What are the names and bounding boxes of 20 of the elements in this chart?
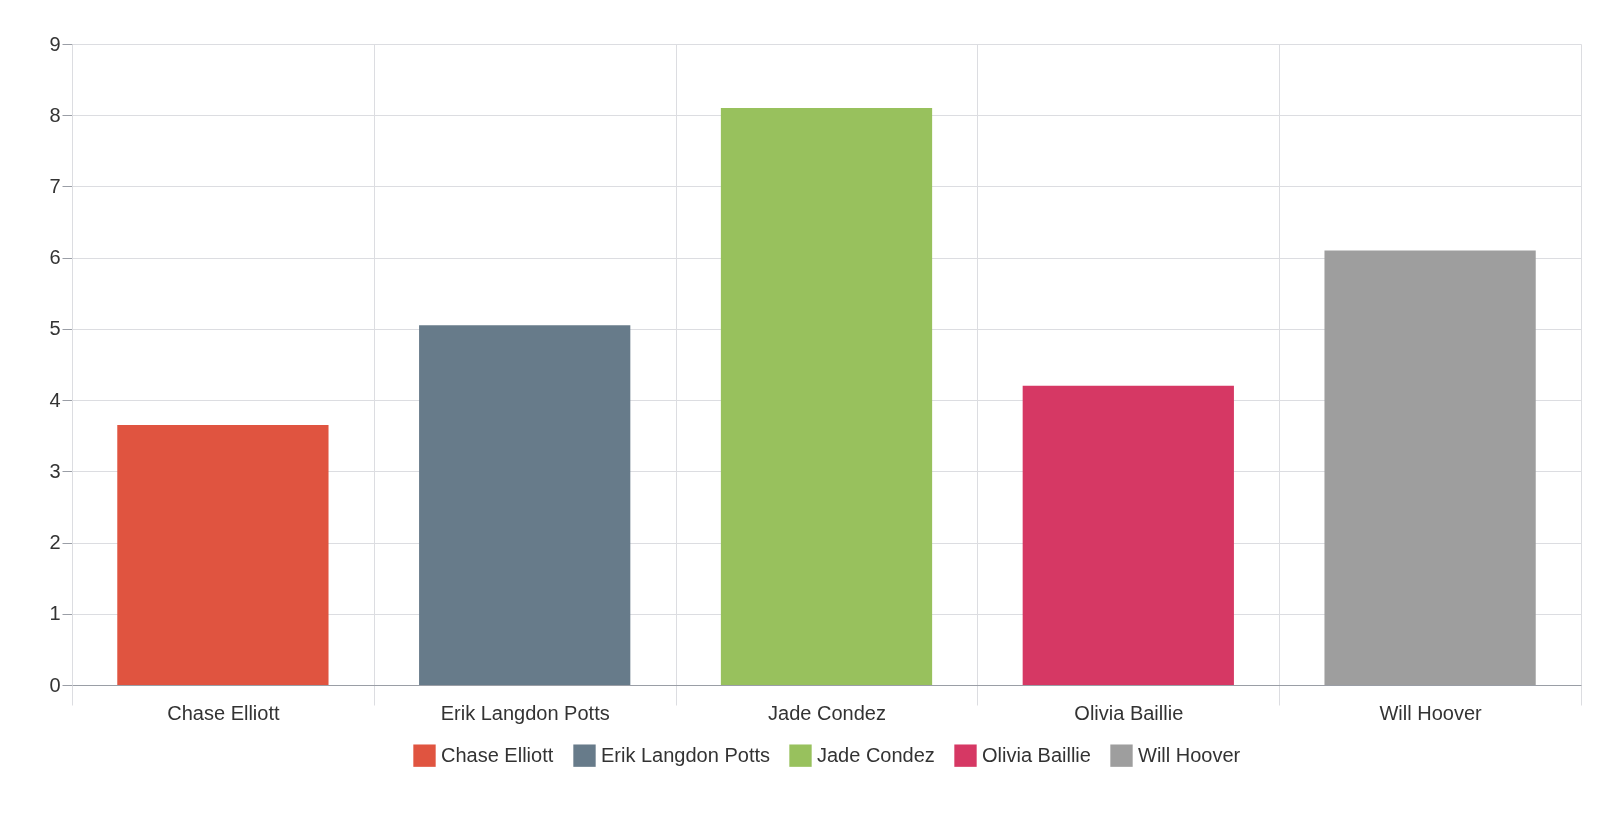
y-tick-label: 1: [49, 602, 61, 625]
legend-label: Jade Condez: [817, 743, 935, 766]
x-tick-label: Olivia Baillie: [1074, 701, 1184, 724]
legend-label: Chase Elliott: [441, 743, 554, 766]
legend-label: Erik Langdon Potts: [601, 743, 770, 766]
y-tick-label: 8: [49, 103, 61, 126]
y-tick-label: 6: [49, 246, 61, 269]
y-tick-label: 2: [49, 531, 61, 554]
x-tick-label: Will Hoover: [1379, 701, 1483, 724]
y-tick-label: 9: [49, 32, 61, 55]
y-tick-label: 4: [49, 388, 61, 411]
y-tick-label: 0: [49, 673, 61, 696]
x-tick-label: Chase Elliott: [167, 701, 280, 724]
y-tick-label: 7: [49, 174, 61, 197]
legend-label: Olivia Baillie: [982, 743, 1091, 766]
x-tick-label: Erik Langdon Potts: [440, 701, 610, 724]
x-tick-label: Jade Condez: [768, 701, 886, 724]
y-tick-label: 5: [49, 317, 61, 340]
y-tick-label: 3: [49, 459, 61, 482]
legend-label: Will Hoover: [1138, 743, 1241, 766]
